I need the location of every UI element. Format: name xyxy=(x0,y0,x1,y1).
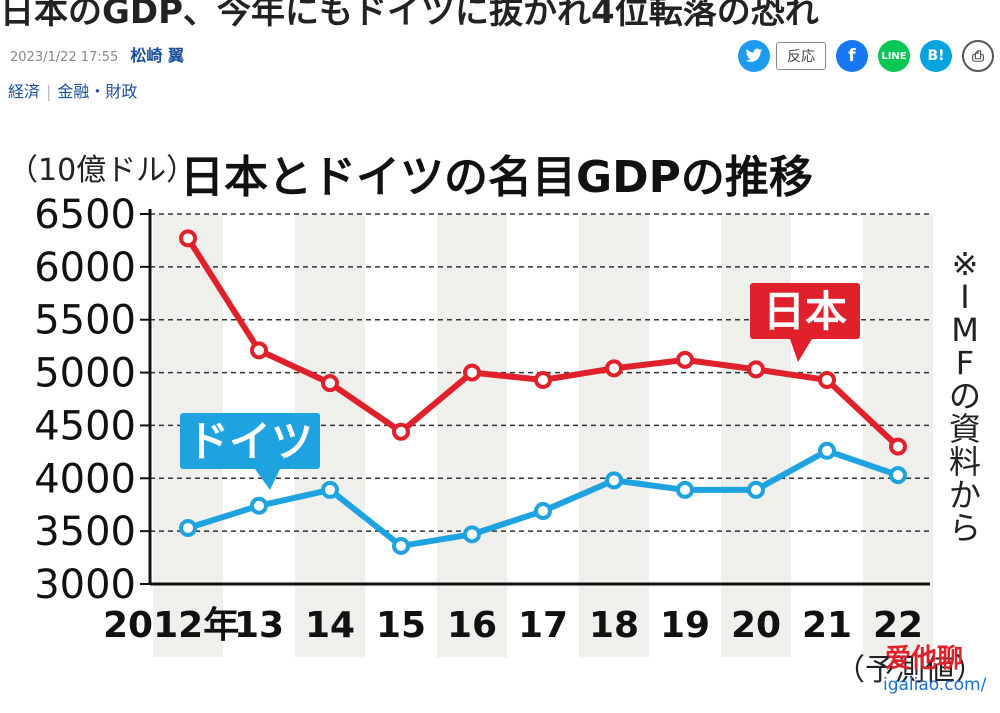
gdp-line-chart: 3000 3500 4000 4500 5000 5500 6000 6500 2012年13… xyxy=(8,152,987,695)
article-headline: 日本のGDP、今年にもドイツに抜かれ4位転落の恐れ xyxy=(0,0,819,32)
unit-label: （10億ドル） xyxy=(8,153,196,188)
article-meta: 2023/1/22 17:55 松崎 翼 xyxy=(10,42,184,66)
author-link[interactable]: 松崎 翼 xyxy=(130,46,184,65)
data-point xyxy=(321,374,339,393)
x-tick-label: 2012年 xyxy=(103,605,239,646)
x-tick-label: 21 xyxy=(802,605,852,646)
y-tick-label: 5000 xyxy=(34,351,136,397)
data-point xyxy=(321,480,339,499)
data-point xyxy=(747,480,765,499)
x-tick-label: 16 xyxy=(447,605,497,646)
data-point xyxy=(392,422,410,441)
facebook-icon[interactable]: f xyxy=(836,40,868,72)
source-note: ※ I M F の資料から xyxy=(949,245,981,547)
y-tick-label: 3000 xyxy=(34,562,136,608)
line-icon[interactable]: LINE xyxy=(878,40,910,72)
data-point xyxy=(179,518,197,537)
x-tick-label: 19 xyxy=(660,605,710,646)
data-point xyxy=(605,471,623,490)
y-tick-label: 4500 xyxy=(34,403,136,449)
y-tick-label: 5500 xyxy=(34,298,136,344)
x-tick-label: 13 xyxy=(234,605,284,646)
column-band xyxy=(721,214,791,657)
data-point xyxy=(250,496,268,515)
source-note-text: ※ I M F の資料から xyxy=(949,245,981,547)
data-point xyxy=(818,370,836,389)
column-band xyxy=(863,214,933,657)
gridlines xyxy=(140,213,930,585)
category-link-economy[interactable]: 経済 xyxy=(8,82,41,101)
watermark: 爱他聊 igaliao.com/ xyxy=(883,644,987,695)
data-point xyxy=(463,525,481,544)
axes xyxy=(148,209,930,586)
watermark-brand: 爱他聊 xyxy=(885,644,963,674)
y-tick-label: 3500 xyxy=(34,509,136,555)
data-point xyxy=(889,466,907,485)
watermark-url: igaliao.com/ xyxy=(883,675,987,695)
x-tick-label: 15 xyxy=(376,605,426,646)
data-point xyxy=(250,341,268,360)
series-callout-pointer xyxy=(255,469,280,490)
series-callout-box xyxy=(180,413,320,469)
series-label: 日本 xyxy=(763,287,847,336)
print-icon[interactable]: ⎙ xyxy=(962,40,994,72)
column-band xyxy=(579,214,649,657)
data-point xyxy=(747,360,765,379)
chart-title: 日本とドイツの名目GDPの推移 xyxy=(180,152,813,203)
data-point xyxy=(818,441,836,460)
breadcrumb-separator: | xyxy=(46,82,52,101)
data-point xyxy=(889,437,907,456)
column-band xyxy=(437,214,507,657)
series-label: ドイツ xyxy=(187,417,313,466)
series-callout-pointer xyxy=(790,339,812,362)
y-tick-label: 6500 xyxy=(34,192,136,238)
data-point xyxy=(463,363,481,382)
y-tick-labels: 3000 3500 4000 4500 5000 5500 6000 6500 xyxy=(34,192,136,608)
category-link-finance[interactable]: 金融・財政 xyxy=(57,82,138,101)
share-bar: 反応 f LINE B! ⎙ xyxy=(738,40,994,72)
y-tick-label: 4000 xyxy=(34,456,136,502)
data-point xyxy=(605,359,623,378)
data-point xyxy=(534,502,552,521)
x-tick-label: 20 xyxy=(731,605,781,646)
hatena-bookmark-icon[interactable]: B! xyxy=(920,40,952,72)
x-tick-label: 18 xyxy=(589,605,639,646)
timestamp: 2023/1/22 17:55 xyxy=(10,50,119,65)
data-point xyxy=(676,480,694,499)
x-tick-label: 14 xyxy=(305,605,355,646)
forecast-note: （予測値） xyxy=(835,653,985,688)
reaction-button[interactable]: 反応 xyxy=(776,42,826,70)
series-callout-box xyxy=(750,283,860,339)
breadcrumb: 経済 | 金融・財政 xyxy=(8,78,137,102)
x-tick-label: 22 xyxy=(873,605,923,646)
data-point xyxy=(676,350,694,369)
y-tick-label: 6000 xyxy=(34,245,136,291)
data-point xyxy=(534,370,552,389)
series-points xyxy=(179,229,907,555)
data-point xyxy=(392,536,410,555)
twitter-icon[interactable] xyxy=(738,40,770,72)
data-point xyxy=(179,229,197,248)
x-tick-label: 17 xyxy=(518,605,568,646)
